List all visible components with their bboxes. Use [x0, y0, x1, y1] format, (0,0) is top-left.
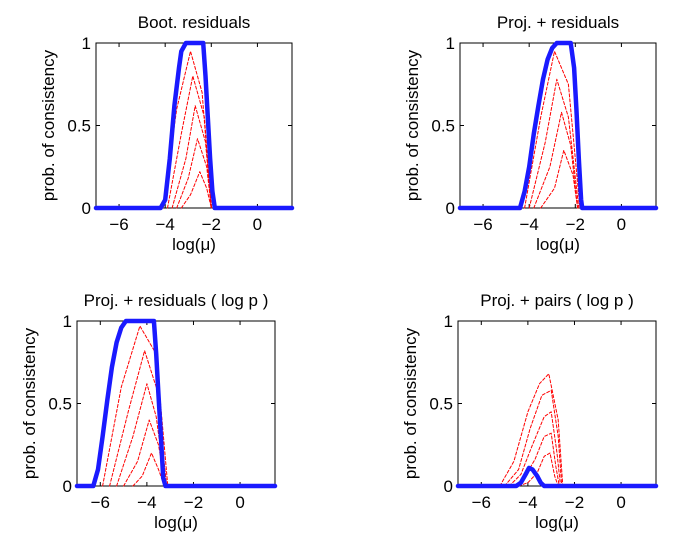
- y-tick-label: 1: [446, 34, 455, 53]
- plot-area: [457, 320, 657, 487]
- x-axis-label: log(μ): [172, 235, 216, 254]
- series-line-6: [132, 452, 165, 487]
- subplot-title: Proj. + residuals: [497, 13, 619, 32]
- series-line-1: [457, 40, 659, 211]
- y-tick-label: 0.5: [67, 117, 91, 136]
- series-line-3: [504, 389, 563, 487]
- series-line-3: [167, 75, 212, 209]
- x-tick-label: −4: [155, 215, 174, 234]
- subplot-title: Proj. + residuals ( log p ): [84, 291, 269, 310]
- subplot-1: −6 −4 −2 0 0 0.5 1 Boot. residuals log(μ) prob. o…: [39, 13, 295, 254]
- y-tick-label: 1: [82, 34, 91, 53]
- series-line-4: [508, 411, 561, 487]
- x-tick-label: 0: [617, 215, 626, 234]
- y-tick-label: 0.5: [48, 395, 72, 414]
- y-axis-label: prob. of consistency: [20, 327, 39, 479]
- subplot-title: Boot. residuals: [138, 13, 250, 32]
- y-tick-label: 0.5: [431, 117, 455, 136]
- x-tick-label: −6: [109, 215, 128, 234]
- x-tick-label: 0: [616, 493, 625, 512]
- series-line-3: [528, 78, 580, 209]
- series-line-1: [93, 40, 295, 211]
- x-tick-label: −2: [184, 493, 203, 512]
- x-tick-label: −2: [202, 215, 221, 234]
- series-line-2: [499, 373, 564, 487]
- y-tick-label: 1: [63, 312, 72, 331]
- x-tick-label: 0: [235, 493, 244, 512]
- series-line-6: [180, 171, 212, 209]
- x-tick-label: −4: [518, 493, 537, 512]
- series-line-5: [540, 149, 579, 209]
- y-tick-label: 0: [446, 199, 455, 218]
- series-line-1: [455, 465, 659, 489]
- series-line-4: [533, 111, 579, 209]
- subplot-3: −6 −4 −2 0 0 0.5 1 Proj. + residuals ( log p ) l…: [20, 291, 278, 532]
- x-axis-label: log(μ): [154, 513, 198, 532]
- series-line-4: [171, 105, 212, 209]
- x-tick-label: −2: [566, 215, 585, 234]
- y-axis-label: prob. of consistency: [403, 49, 422, 201]
- x-axis-label: log(μ): [536, 235, 580, 254]
- subplot-title: Proj. + pairs ( log p ): [480, 291, 634, 310]
- y-tick-label: 0: [82, 199, 91, 218]
- y-tick-label: 1: [444, 312, 453, 331]
- y-tick-label: 0: [63, 477, 72, 496]
- subplot-2: −6 −4 −2 0 0 0.5 1 Proj. + residuals log(μ) prob.…: [403, 13, 659, 254]
- plot-area: [76, 320, 276, 487]
- series-line-1: [74, 318, 278, 489]
- x-tick-label: 0: [253, 215, 262, 234]
- series-line-6: [518, 452, 559, 487]
- x-tick-label: −6: [91, 493, 110, 512]
- series-line-5: [176, 138, 212, 209]
- series-line-4: [116, 383, 166, 487]
- y-axis-label: prob. of consistency: [39, 49, 58, 201]
- x-tick-label: −2: [565, 493, 584, 512]
- plot-area: [95, 42, 293, 209]
- y-tick-label: 0: [444, 477, 453, 496]
- subplot-4: −6 −4 −2 0 0 0.5 1 Proj. + pairs ( log p ) log(μ…: [401, 291, 659, 532]
- x-tick-label: −6: [472, 493, 491, 512]
- plot-area: [459, 42, 657, 209]
- series-line-2: [524, 50, 581, 209]
- x-tick-label: −4: [519, 215, 538, 234]
- x-tick-label: −4: [137, 493, 156, 512]
- x-axis-label: log(μ): [535, 513, 579, 532]
- y-tick-label: 0.5: [429, 395, 453, 414]
- x-tick-label: −6: [473, 215, 492, 234]
- y-axis-label: prob. of consistency: [401, 327, 420, 479]
